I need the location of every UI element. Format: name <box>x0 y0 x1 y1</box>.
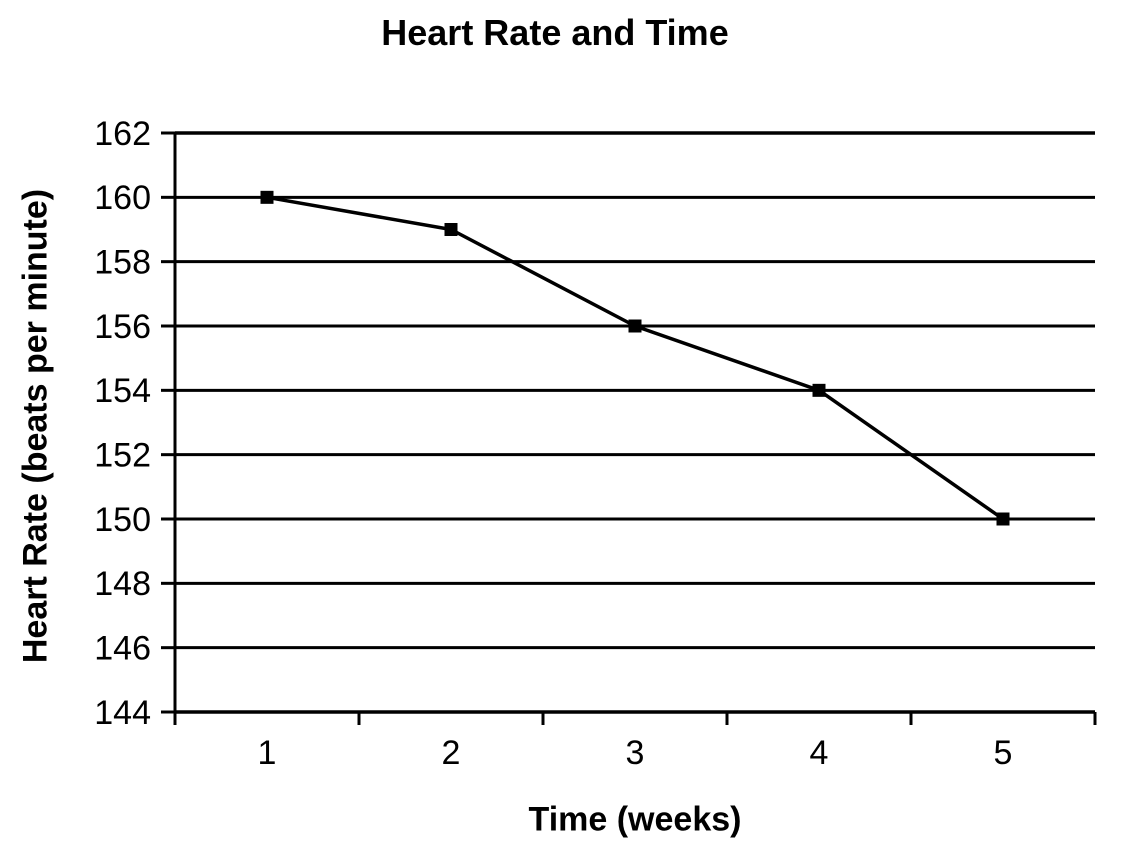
y-tick-label: 150 <box>94 501 151 539</box>
x-axis-title: Time (weeks) <box>528 800 742 839</box>
y-tick-label: 154 <box>94 372 151 410</box>
y-tick-label: 152 <box>94 437 151 475</box>
y-tick-label: 156 <box>94 308 151 346</box>
y-tick-label: 148 <box>94 565 151 603</box>
x-tick-label: 2 <box>442 734 461 772</box>
x-tick-label: 5 <box>994 734 1013 772</box>
chart-title: Heart Rate and Time <box>381 12 729 53</box>
y-tick-label: 146 <box>94 630 151 668</box>
y-tick-label: 144 <box>94 694 151 732</box>
y-tick-label: 162 <box>94 115 151 153</box>
y-tick-label: 158 <box>94 244 151 282</box>
y-tick-label: 160 <box>94 179 151 217</box>
x-tick-label: 4 <box>810 734 829 772</box>
data-line <box>266 195 1005 521</box>
data-point-marker <box>996 512 1010 526</box>
data-point-marker <box>812 383 826 397</box>
x-tick-label: 3 <box>626 734 645 772</box>
data-point-marker <box>260 190 274 204</box>
data-point-marker <box>444 223 458 236</box>
data-point-marker <box>628 319 642 333</box>
x-tick-label: 1 <box>258 734 277 772</box>
